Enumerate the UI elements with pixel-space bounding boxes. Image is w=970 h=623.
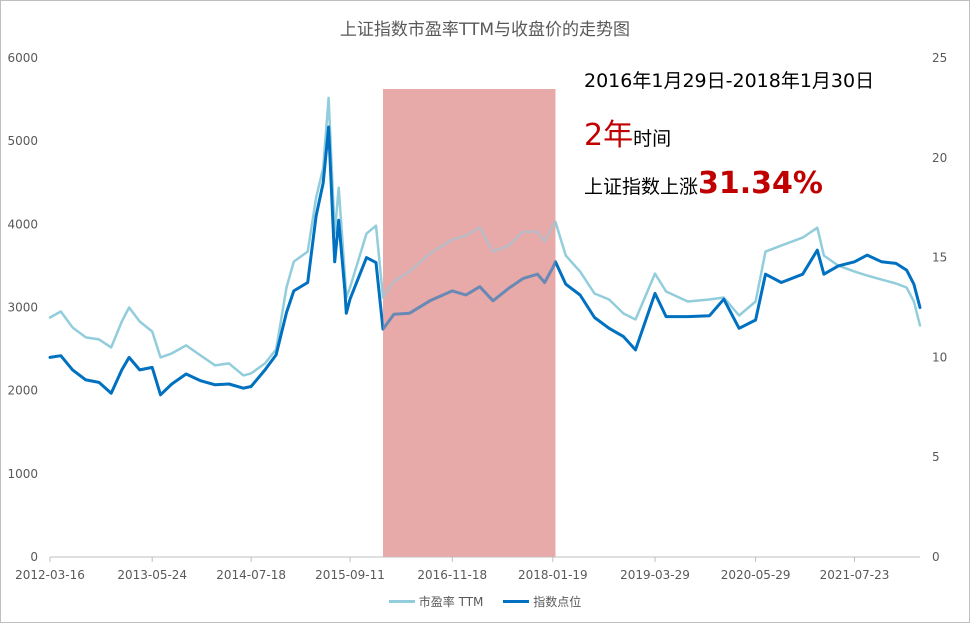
legend-swatch-index [503,600,530,603]
highlight-band [383,89,556,557]
x-tick-label: 2015-09-11 [315,568,385,582]
y-right-tick-label: 15 [932,251,947,265]
y-left-tick-label: 6000 [7,51,38,65]
x-tick-label: 2013-05-24 [117,568,187,582]
y-left-tick-label: 4000 [7,217,38,231]
y-right-tick-label: 5 [932,450,940,464]
series-line-index [48,125,922,397]
rise-percentage: 31.34% [698,166,823,201]
legend-item-pe: 市盈率 TTM [388,593,484,610]
y-left-tick-label: 1000 [7,467,38,481]
y-left-tick-label: 0 [30,550,38,564]
chart-title: 上证指数市盈率TTM与收盘价的走势图 [339,20,631,40]
y-left-tick-label: 3000 [7,301,38,315]
rise-annotation: 上证指数上涨31.34% [584,166,823,201]
period-annotation: 2016年1月29日-2018年1月30日 [584,70,875,92]
y-right-tick-label: 25 [932,51,947,65]
duration-small: 时间 [633,128,672,150]
series-line-pe [48,96,922,377]
x-tick-label: 2014-07-18 [216,568,286,582]
x-tick-label: 2016-11-18 [417,568,487,582]
x-tick-label: 2012-03-16 [15,568,85,582]
legend: 市盈率 TTM 指数点位 [0,592,970,610]
y-left-tick-label: 5000 [7,134,38,148]
duration-annotation: 2年时间 [584,110,671,154]
legend-item-index: 指数点位 [503,593,581,610]
y-right-tick-label: 20 [932,151,947,165]
y-right-tick-label: 10 [932,350,947,364]
duration-big: 2年 [584,118,634,153]
x-tick-label: 2020-05-29 [721,568,791,582]
y-left-tick-label: 2000 [7,384,38,398]
rise-label: 上证指数上涨 [584,176,699,198]
y-right-tick-label: 0 [932,550,940,564]
legend-label-index: 指数点位 [533,595,582,609]
legend-label-pe: 市盈率 TTM [418,595,484,609]
x-tick-label: 2019-03-29 [620,568,690,582]
highlight-overlay [383,89,556,557]
legend-swatch-pe [388,600,415,603]
x-tick-label: 2021-07-23 [820,568,890,582]
x-tick-label: 2018-01-19 [518,568,588,582]
